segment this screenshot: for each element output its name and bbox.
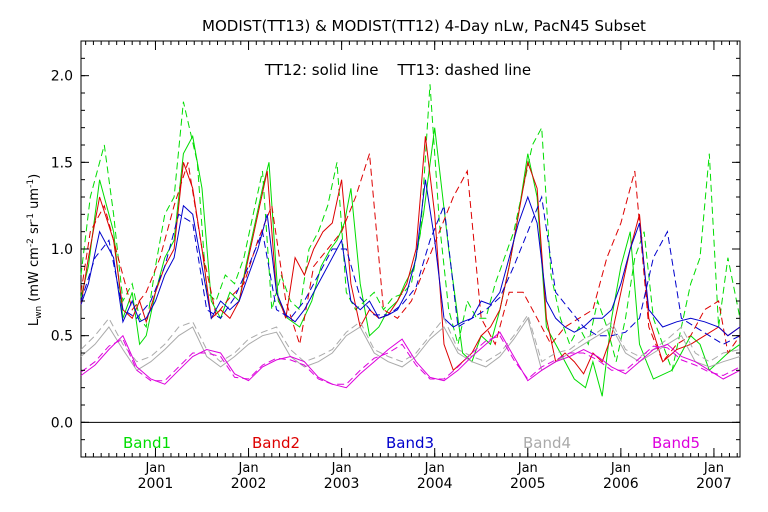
x-tick-label-month: Jan: [331, 461, 352, 476]
y-axis-label: Lwn (mW cm-2 sr-1 um-1): [26, 174, 44, 326]
series-line-band5-solid: [80, 331, 741, 389]
series-line-band3-solid: [80, 179, 741, 337]
y-axis: 0.0 0.5 1.0 1.5 2.0: [51, 40, 740, 458]
legend-item-band2: Band2: [252, 434, 300, 452]
y-axis-label-exp2: -1: [26, 213, 36, 222]
y-axis-label-mid2: um: [27, 188, 42, 213]
x-axis: Jan2001Jan2002Jan2003Jan2004Jan2005Jan20…: [85, 41, 738, 492]
plot-area-border: [80, 40, 741, 458]
legend-item-band1: Band1: [123, 434, 171, 452]
chart-title: MODIST(TT13) & MODIST(TT12) 4-Day nLw, P…: [202, 17, 646, 35]
y-tick-label: 1.5: [51, 155, 73, 171]
x-tick-label-year: 2003: [324, 476, 360, 492]
series-line-band4-dashed: [80, 313, 741, 363]
x-tick-label-month: Jan: [517, 461, 538, 476]
series-layer: [80, 84, 741, 397]
y-tick-label: 2.0: [51, 69, 73, 85]
legend-item-band5: Band5: [652, 434, 700, 452]
y-axis-label-exp1: -2: [26, 238, 36, 247]
x-tick-label-year: 2001: [138, 476, 174, 492]
x-tick-label-year: 2006: [603, 476, 639, 492]
series-line-band5-dashed: [80, 335, 741, 385]
x-tick-label-month: Jan: [703, 461, 724, 476]
series-line-band2-dashed: [80, 153, 741, 363]
x-tick-label-year: 2005: [510, 476, 546, 492]
x-tick-label-year: 2002: [231, 476, 267, 492]
legend-item-band4: Band4: [523, 434, 571, 452]
y-axis-label-sub: wn: [34, 306, 44, 319]
x-tick-label-month: Jan: [424, 461, 445, 476]
y-axis-label-mid1: sr: [27, 221, 42, 238]
y-axis-label-unit-open: (mW cm: [27, 247, 42, 306]
y-tick-label: 1.0: [51, 242, 73, 258]
y-axis-label-unit-close: ): [27, 174, 42, 179]
series-line-band4-solid: [80, 317, 741, 372]
x-tick-label-month: Jan: [238, 461, 259, 476]
x-tick-label-month: Jan: [144, 461, 165, 476]
y-tick-label: 0.5: [51, 329, 73, 345]
y-axis-label-main: L: [27, 318, 42, 326]
y-tick-label: 0.0: [51, 415, 73, 431]
y-axis-label-exp3: -1: [26, 179, 36, 188]
chart-subtitle: TT12: solid line TT13: dashed line: [264, 61, 531, 79]
series-line-band1-solid: [80, 127, 741, 397]
x-tick-label-year: 2007: [696, 476, 732, 492]
legend-item-band3: Band3: [386, 434, 434, 452]
legend: Band1 Band2 Band3 Band4 Band5: [123, 434, 700, 452]
x-tick-label-month: Jan: [610, 461, 631, 476]
x-tick-label-year: 2004: [417, 476, 453, 492]
plot-frame: [80, 40, 741, 458]
series-line-band2-solid: [80, 136, 741, 375]
